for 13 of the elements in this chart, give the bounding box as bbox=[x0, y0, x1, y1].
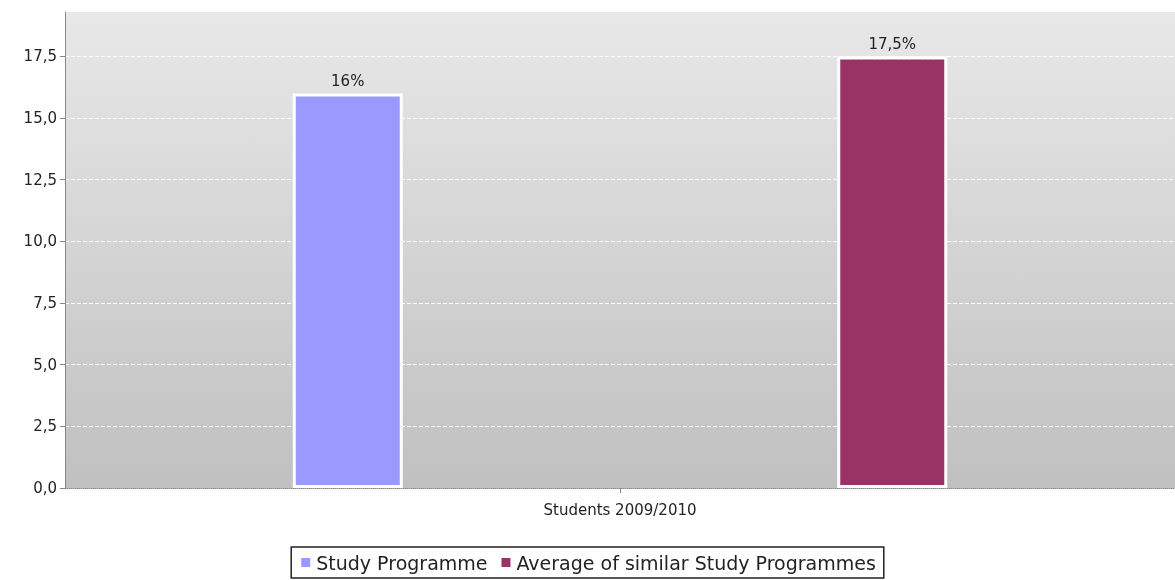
y-tick-label: 12,5 bbox=[23, 170, 57, 189]
data-label: 16% bbox=[331, 71, 365, 90]
y-tick-label: 7,5 bbox=[33, 294, 57, 313]
y-tick-label: 0,0 bbox=[33, 479, 57, 497]
y-tick-label: 17,5 bbox=[23, 47, 57, 66]
legend-label: Average of similar Study Programmes bbox=[516, 551, 876, 574]
y-tick-label: 2,5 bbox=[33, 417, 57, 436]
y-tick-label: 15,0 bbox=[23, 109, 57, 128]
x-tick-label: Students 2009/2010 bbox=[543, 500, 697, 519]
legend-label: Study Programme bbox=[316, 551, 488, 574]
y-tick-label: 10,0 bbox=[23, 232, 57, 251]
y-tick-label: 5,0 bbox=[33, 355, 57, 374]
data-label: 17,5% bbox=[868, 34, 917, 53]
